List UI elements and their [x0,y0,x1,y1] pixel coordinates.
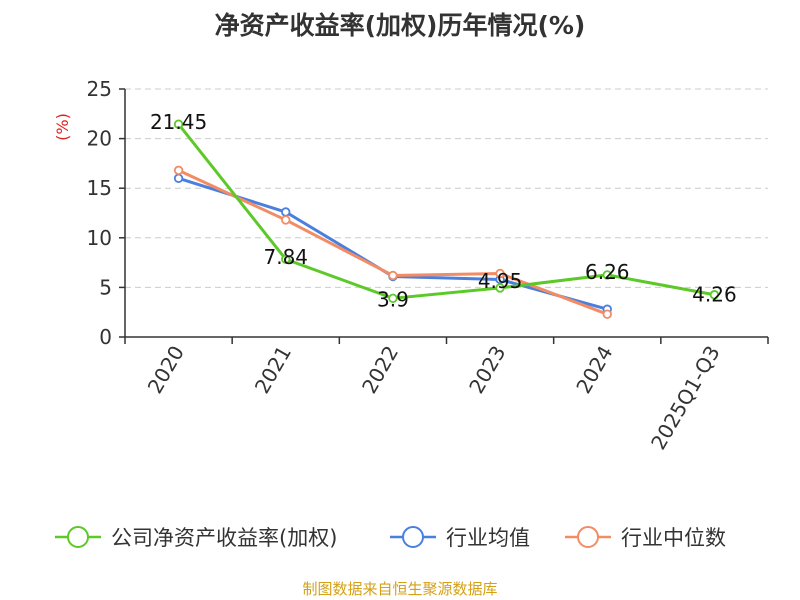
y-tick-label: 5 [99,275,112,299]
y-axis-label: (%) [53,113,72,141]
series-lines [173,119,720,319]
data-point [495,283,505,293]
legend-label: 公司净资产收益率(加权) [111,526,337,550]
y-tick-label: 20 [87,127,112,151]
data-label: 4.95 [478,269,523,293]
data-label: 21.45 [150,110,207,134]
legend-item: 行业中位数 [565,526,726,550]
y-tick-label: 0 [99,325,112,349]
y-tick-label: 10 [87,226,112,250]
x-tick-label: 2025Q1-Q3 [646,342,725,454]
legend-marker [577,526,599,548]
y-tick-label: 15 [87,176,112,200]
data-point [709,290,720,300]
data-point [388,270,398,281]
x-tick-label: 2022 [357,342,403,398]
chart-title: 净资产收益率(加权)历年情况(%) [214,11,586,40]
legend-item: 公司净资产收益率(加权) [55,526,337,550]
data-label: 3.9 [377,287,409,311]
legend: 公司净资产收益率(加权) 行业均值 行业中位数 [55,526,726,550]
series-line [177,123,715,300]
data-point [281,215,291,225]
legend-marker [67,526,89,548]
data-label: 6.26 [585,260,630,284]
data-label: 7.84 [263,245,308,269]
x-tick-label: 2021 [250,342,296,398]
data-point [602,309,612,319]
data-point [495,268,505,279]
legend-item: 行业均值 [390,526,530,550]
x-tick-label: 2024 [571,342,617,398]
grid-lines [125,88,768,288]
x-tick-label: 2023 [464,342,510,398]
data-point [388,293,398,304]
y-tick-label: 25 [87,77,112,101]
data-point [602,270,612,280]
data-labels: 21.45 7.84 3.9 4.95 6.26 4.26 [150,110,737,311]
data-point [173,173,184,183]
x-tick-label: 2020 [143,342,189,398]
data-label: 4.26 [692,283,737,307]
data-point [281,254,291,264]
data-point [281,207,291,217]
legend-label: 行业均值 [446,526,530,550]
data-point [173,165,184,176]
data-point [173,119,184,129]
legend-label: 行业中位数 [621,526,726,550]
source-footer: 制图数据来自恒生聚源数据库 [302,580,498,598]
legend-marker [402,526,424,548]
